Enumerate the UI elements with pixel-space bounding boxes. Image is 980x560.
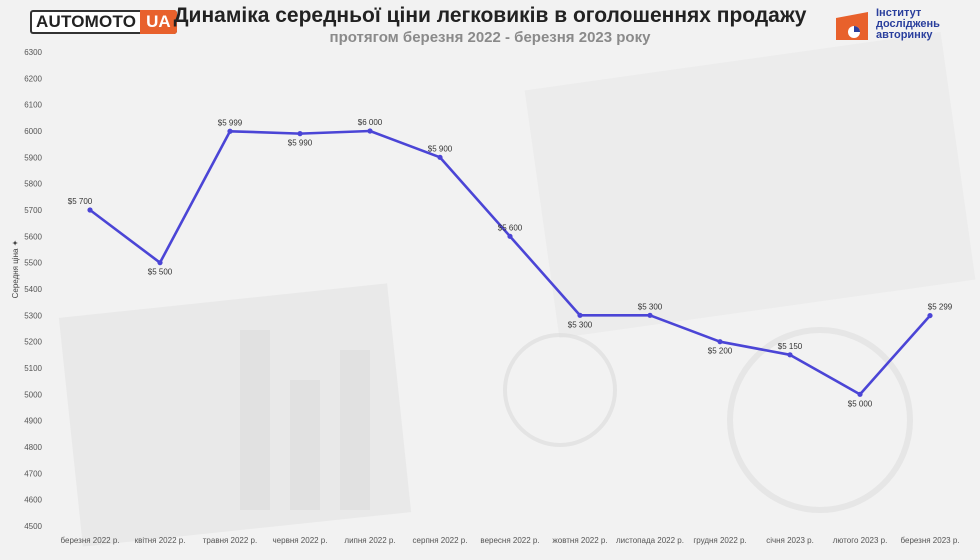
chart-title: Динаміка середньої ціни легковиків в ого… [173, 4, 807, 27]
y-tick-label: 5200 [24, 338, 42, 347]
data-label: $5 000 [848, 399, 873, 408]
y-tick-label: 5400 [24, 285, 42, 294]
data-point [87, 207, 93, 213]
institute-line-3: авторинку [876, 29, 933, 41]
y-tick-label: 6000 [24, 127, 42, 136]
data-point [927, 312, 933, 319]
y-tick-label: 6100 [24, 101, 42, 110]
y-tick-label: 5900 [24, 153, 42, 162]
y-tick-label: 5000 [24, 390, 42, 399]
y-tick-label: 5100 [24, 364, 42, 373]
automoto-logo: AUTOMOTO UA [30, 10, 177, 34]
institute-line-2: досліджень [876, 18, 940, 30]
data-point [157, 260, 163, 266]
x-tick-label: липня 2022 р. [344, 536, 395, 545]
data-point [857, 391, 863, 397]
data-label: $5 500 [148, 268, 173, 277]
y-tick-label: 4700 [24, 469, 42, 478]
data-label: $5 299 [928, 303, 953, 312]
x-tick-label: грудня 2022 р. [693, 536, 746, 545]
data-point [297, 131, 303, 137]
data-label: $6 000 [358, 118, 383, 127]
chart-subtitle: протягом березня 2022 - березня 2023 рок… [329, 29, 651, 46]
y-tick-label: 4500 [24, 522, 42, 531]
data-label: $5 300 [638, 302, 663, 311]
data-label: $5 990 [288, 139, 313, 148]
data-point [717, 339, 723, 345]
data-label: $5 999 [218, 118, 243, 127]
data-label: $5 700 [68, 197, 93, 206]
x-tick-label: жовтня 2022 р. [552, 536, 607, 545]
y-tick-label: 5500 [24, 259, 42, 268]
y-tick-label: 5800 [24, 180, 42, 189]
logo-text: AUTOMOTO [36, 12, 137, 31]
x-tick-label: лютого 2023 р. [833, 536, 888, 545]
institute-logo: Інститут досліджень авторинку [834, 6, 974, 42]
x-tick-label: червня 2022 р. [273, 536, 328, 545]
y-tick-label: 4800 [24, 443, 42, 452]
data-point [507, 233, 513, 239]
y-tick-label: 6300 [24, 48, 42, 57]
data-point [437, 154, 443, 160]
y-tick-label: 6200 [24, 74, 42, 83]
y-tick-label: 5300 [24, 311, 42, 320]
y-tick-label: 5700 [24, 206, 42, 215]
series-line [88, 129, 932, 396]
x-tick-label: квітня 2022 р. [135, 536, 186, 545]
institute-line-1: Інститут [876, 7, 922, 19]
y-tick-label: 4600 [24, 496, 42, 505]
y-axis-title: Середня ціна ✦ [11, 239, 20, 298]
data-point [577, 312, 583, 318]
data-label: $5 600 [498, 223, 523, 232]
y-tick-label: 4900 [24, 417, 42, 426]
y-tick-label: 5600 [24, 232, 42, 241]
data-label: $5 200 [708, 347, 733, 356]
x-tick-label: серпня 2022 р. [413, 536, 468, 545]
logo-ua-badge: UA [140, 10, 177, 34]
institute-mark-icon [836, 12, 868, 40]
x-tick-label: березня 2023 р. [901, 536, 960, 545]
x-tick-label: січня 2023 р. [766, 536, 814, 545]
data-label: $5 300 [568, 320, 593, 329]
x-tick-label: травня 2022 р. [203, 536, 257, 545]
data-point [647, 312, 653, 318]
x-tick-label: березня 2022 р. [61, 536, 120, 545]
data-point [787, 352, 793, 358]
data-point [367, 128, 373, 134]
x-tick-label: листопада 2022 р. [616, 536, 684, 545]
data-point [227, 128, 233, 134]
x-tick-label: вересня 2022 р. [480, 536, 539, 545]
institute-name: Інститут досліджень авторинку [876, 8, 940, 41]
data-label: $5 900 [428, 144, 453, 153]
data-label: $5 150 [778, 342, 803, 351]
